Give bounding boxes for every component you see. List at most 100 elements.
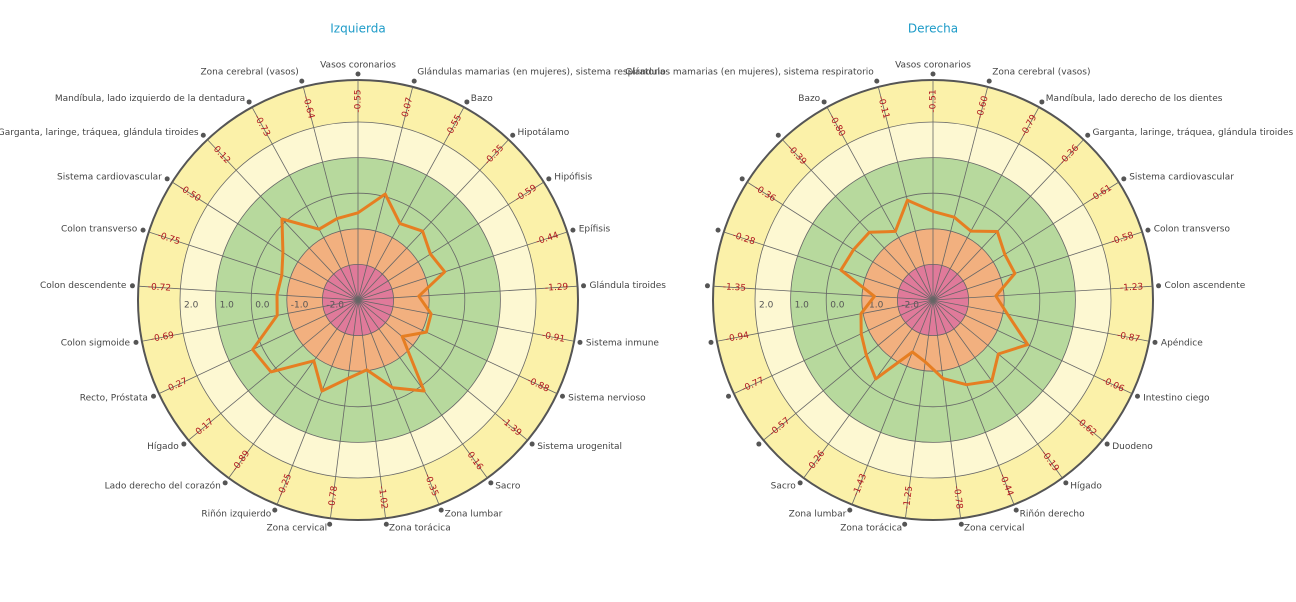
category-label: Glándulas mamarias (en mujeres), sistema… (625, 68, 874, 78)
category-dot (222, 480, 228, 486)
category-dot (958, 521, 964, 527)
category-label: Bazo (798, 94, 820, 104)
category-label: Zona cerebral (vasos) (200, 68, 298, 78)
value-label: -0.72 (147, 282, 171, 293)
category-label: Garganta, laringe, tráquea, glándula tir… (0, 128, 199, 138)
category-label: Lado derecho del corazón (105, 481, 221, 492)
r-tick-label: 0.0 (255, 301, 270, 311)
category-dot (708, 339, 714, 345)
category-label: Zona torácica (389, 524, 451, 534)
spoke (357, 299, 528, 441)
category-dot (1039, 99, 1045, 105)
category-label: Hígado (147, 442, 179, 452)
spoke (782, 139, 934, 301)
value-label: -0.55 (354, 89, 364, 112)
spoke (851, 299, 934, 505)
category-dot (151, 393, 157, 399)
category-dot (874, 78, 880, 84)
spoke (803, 299, 934, 479)
category-dot (581, 283, 587, 289)
category-dot (739, 176, 745, 182)
category-label: Glándulas mamarias (en mujeres), sistema… (417, 68, 666, 78)
spoke (826, 107, 934, 301)
category-dot (140, 227, 146, 233)
spoke (932, 181, 1119, 301)
data-line (839, 198, 1030, 387)
category-label: Sistema inmune (586, 339, 659, 349)
spoke (932, 299, 1015, 505)
category-dot (821, 99, 827, 105)
value-label: 0.07 (401, 96, 416, 118)
spoke (932, 299, 961, 519)
value-label: -0.94 (725, 331, 750, 345)
category-dot (510, 132, 516, 138)
r-tick-label: -1.0 (866, 301, 884, 311)
category-dot (1121, 176, 1127, 182)
spoke (723, 231, 934, 301)
category-label: Recto, Próstata (80, 392, 148, 403)
category-dot (559, 393, 565, 399)
category-dot (1104, 441, 1110, 447)
category-dot (164, 176, 170, 182)
category-dot (1134, 393, 1140, 399)
spoke (357, 299, 440, 505)
category-dot (411, 78, 417, 84)
spoke (357, 139, 509, 301)
value-label: -1.29 (545, 282, 569, 293)
value-label: -1.02 (376, 485, 389, 509)
spoke (148, 231, 359, 301)
chart-title: Derecha (908, 22, 958, 36)
category-dot (797, 480, 803, 486)
spoke (357, 299, 575, 342)
spoke (357, 299, 558, 395)
r-tick-label: 1.0 (795, 301, 810, 311)
value-label: -0.87 (1116, 331, 1141, 345)
category-label: Bazo (471, 94, 493, 104)
category-label: Colon ascendente (1165, 281, 1246, 291)
r-tick-label: -1.0 (291, 301, 309, 311)
category-dot (181, 441, 187, 447)
category-dot (1152, 339, 1158, 345)
category-dot (488, 480, 494, 486)
category-dot (1145, 227, 1151, 233)
r-tick-label: 2.0 (759, 301, 774, 311)
category-dot (383, 521, 389, 527)
spoke (158, 299, 359, 395)
category-dot (546, 176, 552, 182)
value-label: -0.51 (929, 89, 939, 112)
r-tick-label: -2.0 (901, 301, 919, 311)
category-label: Epífisis (579, 224, 611, 234)
category-dot (464, 99, 470, 105)
category-dot (570, 227, 576, 233)
spoke (357, 285, 578, 301)
spoke (932, 86, 989, 301)
spoke (932, 285, 1153, 301)
category-dot (986, 78, 992, 84)
spoke (905, 299, 934, 519)
spoke (138, 285, 359, 301)
category-label: Hipotálamo (517, 128, 569, 138)
category-label: Intestino ciego (1143, 393, 1210, 403)
category-dot (299, 78, 305, 84)
category-label: Sacro (771, 482, 797, 492)
category-dot (1156, 283, 1162, 289)
category-label: Colon sigmoide (61, 339, 131, 349)
data-line (251, 192, 447, 393)
category-label: Zona cervical (964, 524, 1025, 534)
category-label: Zona lumbar (445, 509, 503, 519)
category-label: Zona cervical (266, 524, 327, 534)
spoke (357, 181, 544, 301)
spoke (932, 139, 1084, 301)
category-label: Colon transverso (61, 224, 138, 234)
category-label: Glándula tiroides (590, 281, 667, 291)
category-dot (756, 441, 762, 447)
value-label: -0.78 (327, 485, 340, 510)
category-dot (438, 507, 444, 513)
category-label: Duodeno (1112, 442, 1153, 452)
r-tick-label: 0.0 (830, 301, 845, 311)
spoke (228, 299, 359, 479)
category-label: Vasos coronarios (895, 61, 971, 71)
category-label: Zona torácica (840, 524, 902, 534)
spoke (330, 299, 359, 519)
spoke (877, 86, 934, 301)
